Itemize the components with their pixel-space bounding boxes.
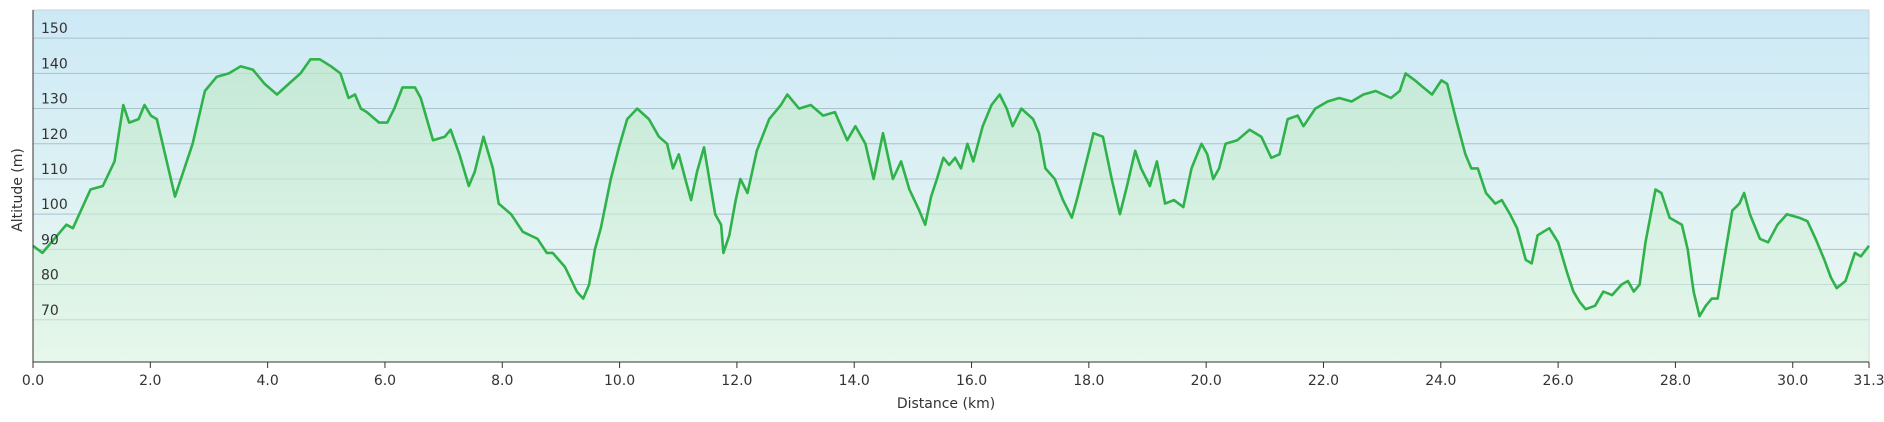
y-axis-label: Altitude (m) bbox=[10, 148, 26, 232]
y-tick-label: 90 bbox=[41, 232, 59, 248]
altitude-line bbox=[32, 58, 1871, 318]
x-tick-label: 12.0 bbox=[721, 373, 752, 389]
x-tick-label: 24.0 bbox=[1425, 373, 1456, 389]
x-tick-label: 26.0 bbox=[1543, 373, 1574, 389]
y-tick-label: 110 bbox=[41, 162, 68, 178]
y-tick-label: 150 bbox=[41, 21, 68, 37]
area-fill bbox=[33, 59, 1869, 363]
y-tick-label: 130 bbox=[41, 92, 68, 108]
x-tick-label: 30.0 bbox=[1777, 373, 1808, 389]
y-tick-label: 120 bbox=[41, 127, 68, 143]
x-tick-label: 31.3 bbox=[1853, 373, 1884, 389]
x-tick-label: 14.0 bbox=[839, 373, 870, 389]
y-tick-label: 70 bbox=[41, 303, 59, 319]
x-axis-label: Distance (km) bbox=[897, 396, 995, 412]
x-tick-label: 28.0 bbox=[1660, 373, 1691, 389]
x-tick-label: 10.0 bbox=[604, 373, 635, 389]
x-tick-label: 4.0 bbox=[256, 373, 278, 389]
x-tick-label: 18.0 bbox=[1073, 373, 1104, 389]
y-tick-label: 100 bbox=[41, 197, 68, 213]
y-tick-label: 80 bbox=[41, 268, 59, 284]
y-tick-label: 140 bbox=[41, 56, 68, 72]
x-tick-label: 6.0 bbox=[374, 373, 396, 389]
x-tick-label: 0.0 bbox=[22, 373, 44, 389]
x-tick-label: 20.0 bbox=[1191, 373, 1222, 389]
x-tick-label: 8.0 bbox=[491, 373, 513, 389]
x-tick-label: 2.0 bbox=[139, 373, 161, 389]
x-tick-label: 16.0 bbox=[956, 373, 987, 389]
x-tick-label: 22.0 bbox=[1308, 373, 1339, 389]
